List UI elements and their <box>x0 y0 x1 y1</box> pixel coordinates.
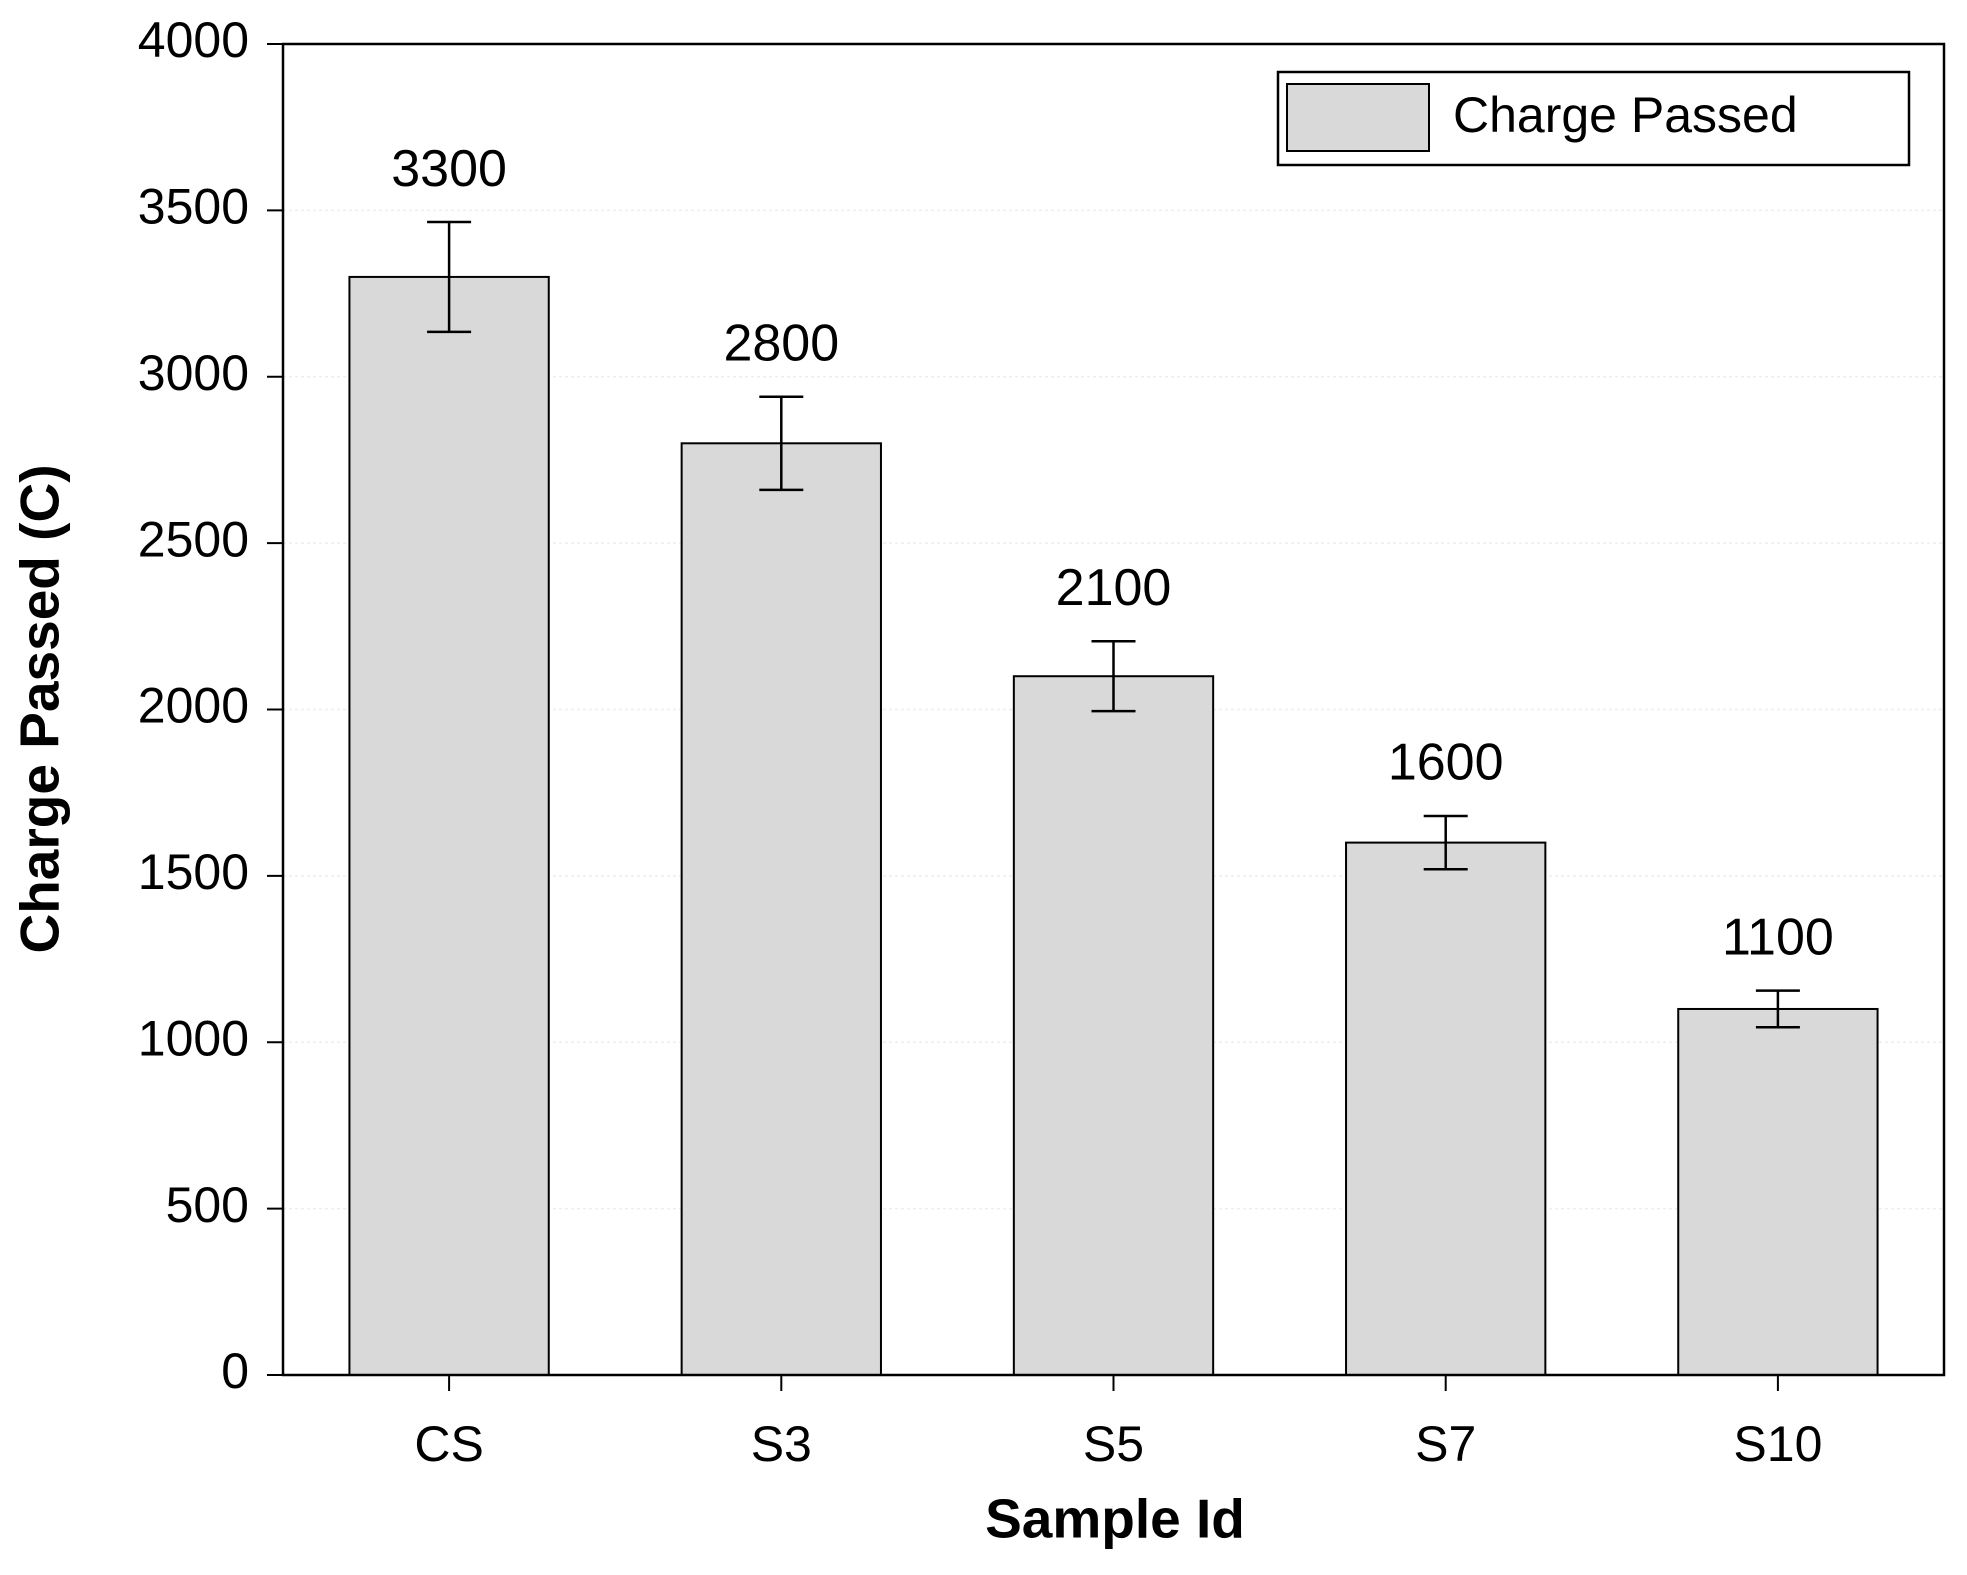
y-tick-label: 4000 <box>138 12 249 68</box>
x-tick-label: S7 <box>1415 1416 1476 1472</box>
value-label: 1600 <box>1388 734 1504 792</box>
bar <box>1012 675 1215 1376</box>
error-bar <box>1091 640 1136 713</box>
x-tick-label: CS <box>414 1416 483 1472</box>
legend-label: Charge Passed <box>1453 87 1798 143</box>
x-tick-label: S10 <box>1733 1416 1822 1472</box>
y-axis-title: Charge Passed (C) <box>9 464 71 953</box>
error-bar <box>427 220 472 334</box>
value-label: 3300 <box>391 140 507 198</box>
y-tick-label: 500 <box>166 1177 249 1233</box>
x-tick-label: S5 <box>1083 1416 1144 1472</box>
bar <box>1677 1007 1879 1376</box>
y-tick-label: 3500 <box>138 179 249 235</box>
y-tick-label: 3000 <box>138 345 249 401</box>
x-tick-label: S3 <box>751 1416 812 1472</box>
error-bar <box>1755 989 1800 1029</box>
error-bar <box>759 395 804 492</box>
error-bar <box>1423 814 1468 871</box>
x-axis-title: Sample Id <box>985 1488 1245 1550</box>
legend-swatch <box>1286 83 1430 152</box>
plot-frame <box>281 42 1946 1377</box>
value-label: 2800 <box>723 314 839 372</box>
y-tick-label: 2500 <box>138 511 249 567</box>
bar <box>348 275 550 1376</box>
y-tick-label: 2000 <box>138 678 249 734</box>
bar <box>1345 841 1547 1376</box>
y-tick-label: 1500 <box>138 844 249 900</box>
y-tick-label: 0 <box>221 1343 249 1399</box>
y-tick-label: 1000 <box>138 1010 249 1066</box>
value-label: 1100 <box>1722 908 1834 966</box>
value-label: 2100 <box>1056 559 1172 617</box>
bar <box>680 442 882 1376</box>
